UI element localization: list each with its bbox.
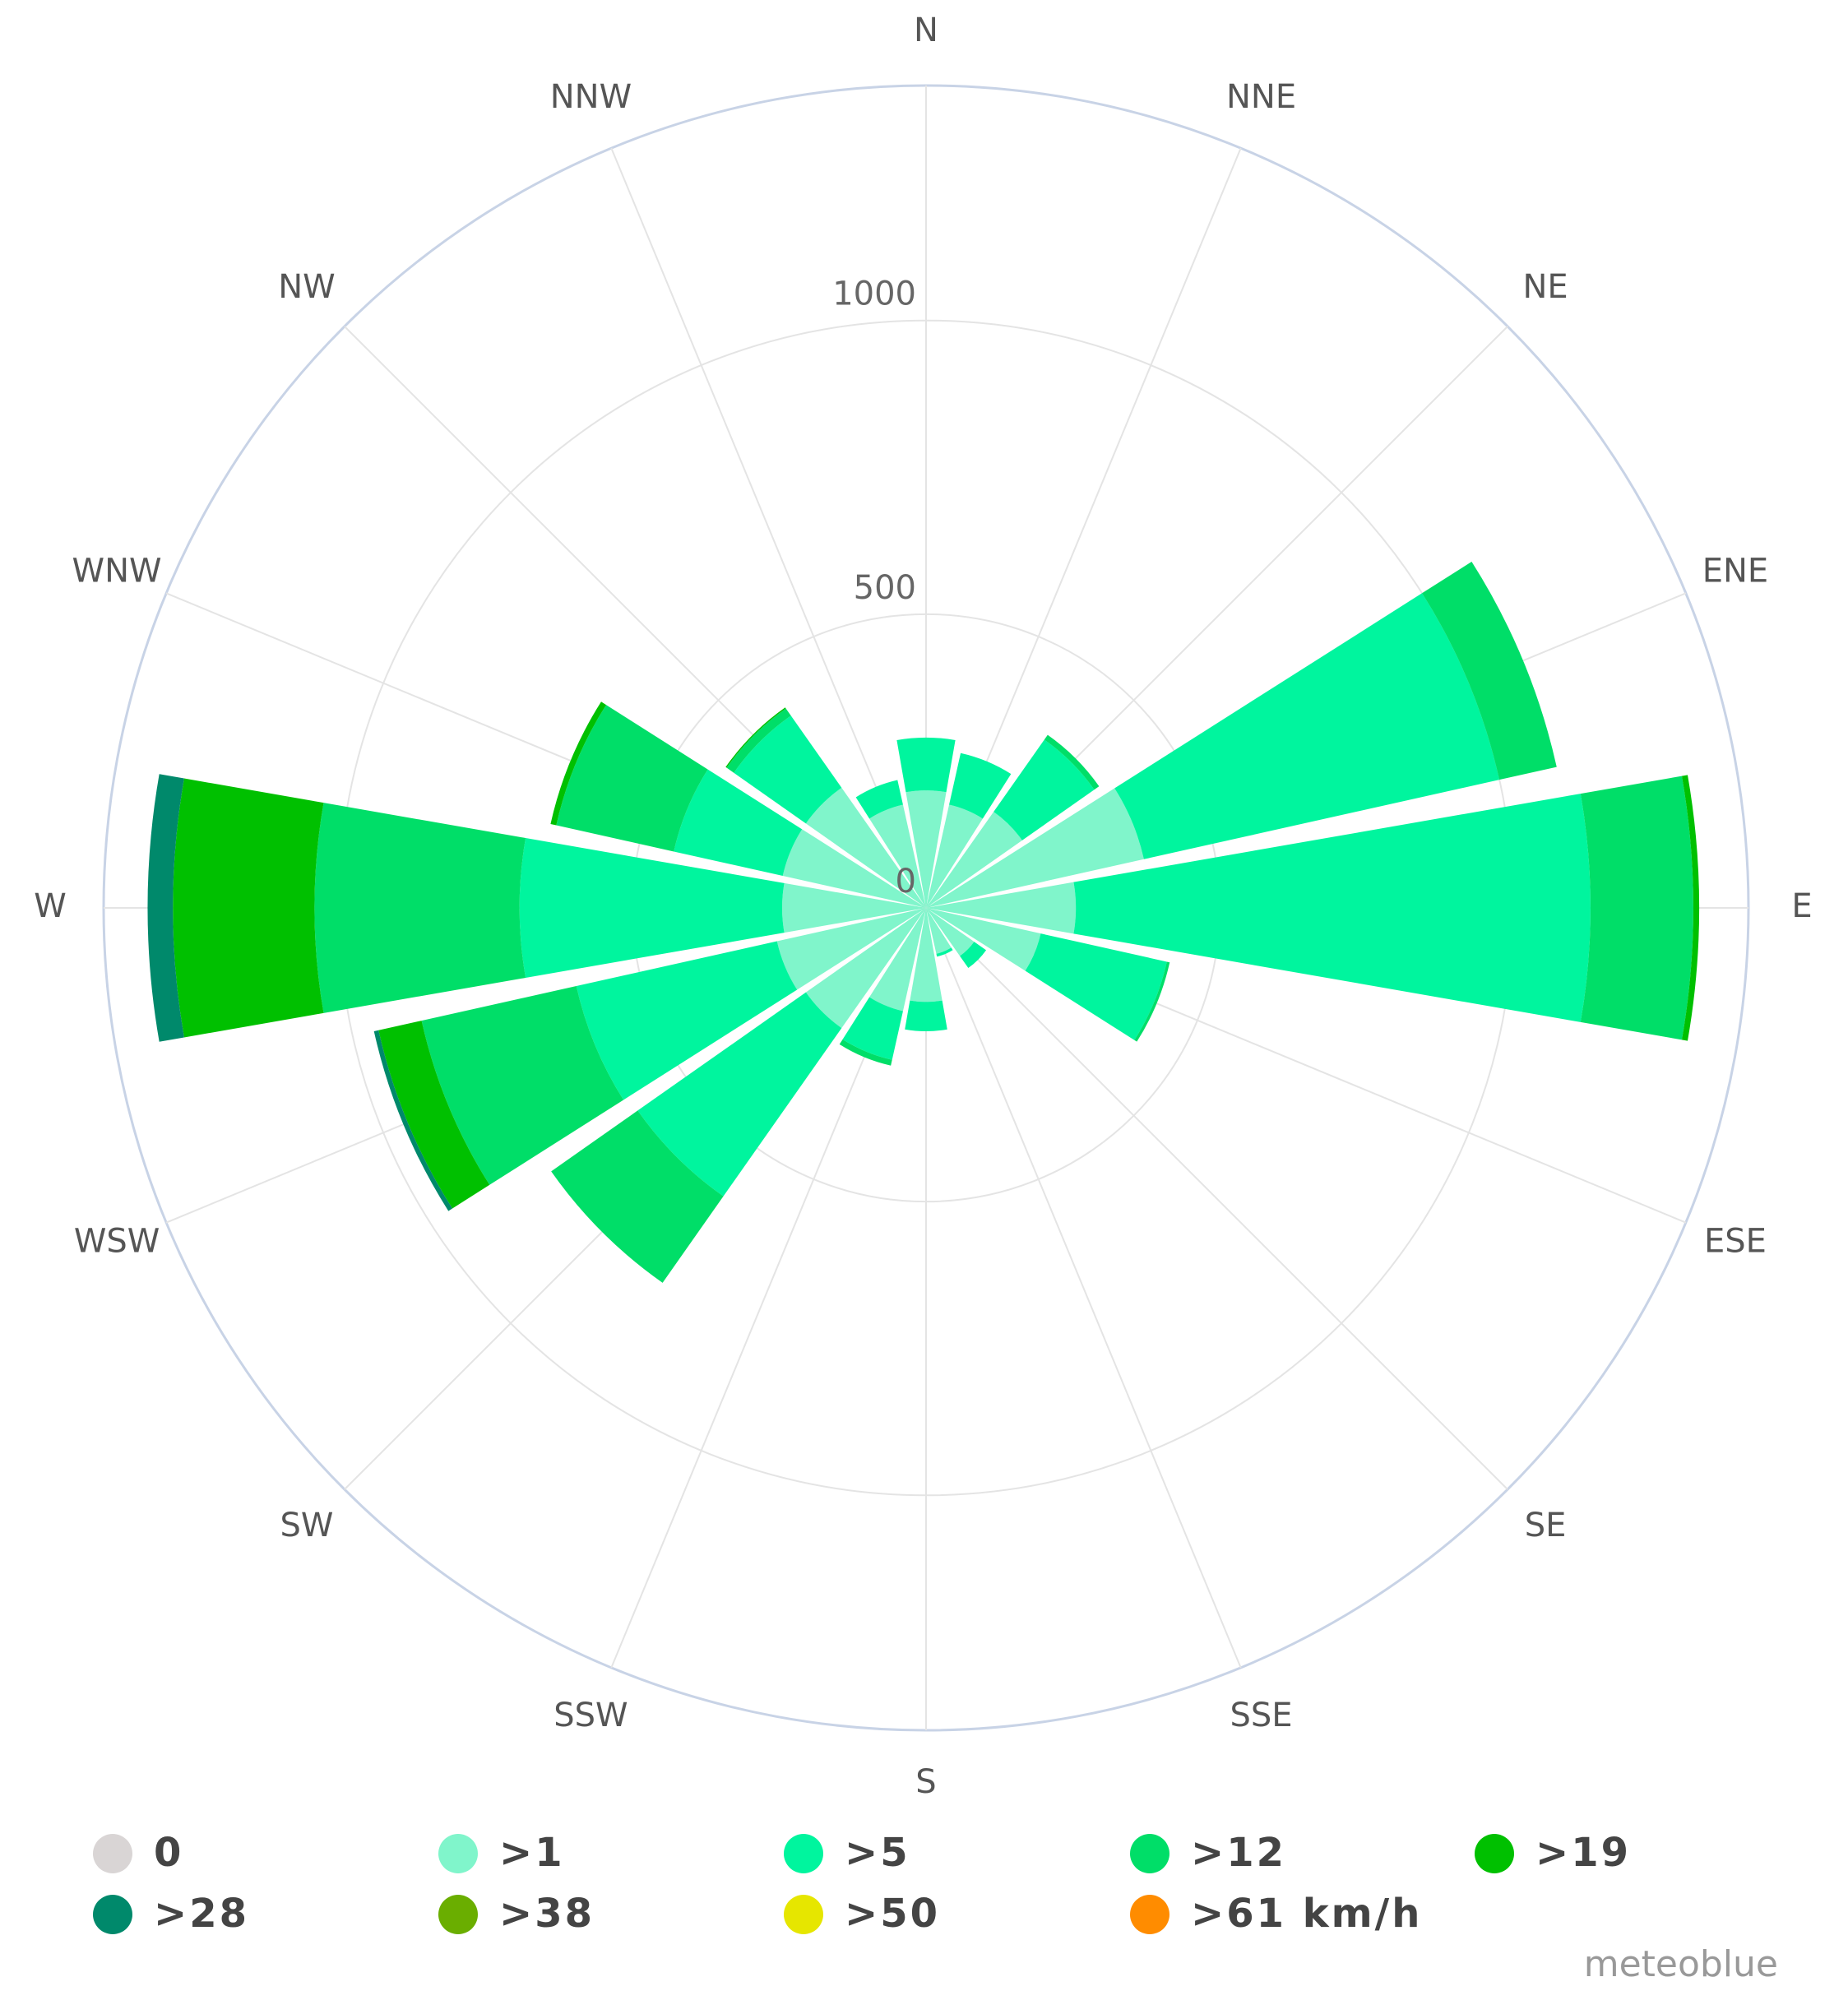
direction-label: WSW xyxy=(74,1223,160,1261)
wind-segment xyxy=(556,705,708,852)
wind-segment xyxy=(926,908,1041,971)
wind-segment xyxy=(373,1030,453,1211)
wind-segment xyxy=(781,882,926,933)
wind-segment xyxy=(519,838,785,978)
wind-segment xyxy=(993,739,1095,840)
wind-segment xyxy=(855,780,903,819)
direction-label: ESE xyxy=(1704,1223,1767,1261)
labels: N NNE NE ENE E ESE SE SSE S SSW SW WSW W WNW NW NNW 0 500… xyxy=(34,12,1812,1801)
wind-segment xyxy=(1073,794,1591,1022)
spoke xyxy=(925,907,1242,1669)
wind-segment xyxy=(805,908,926,1029)
credit: meteoblue xyxy=(1584,1943,1778,1985)
wind-segment xyxy=(926,908,975,956)
wind-segment xyxy=(926,812,1022,908)
legend-marker xyxy=(1130,1895,1169,1934)
direction-label: NW xyxy=(278,268,335,306)
wind-segment xyxy=(147,774,184,1042)
direction-label: N xyxy=(914,12,938,49)
wind-segment xyxy=(910,908,943,1002)
wind-segment xyxy=(896,737,956,793)
wind-segment xyxy=(839,1039,892,1066)
legend-marker xyxy=(784,1895,823,1934)
wind-segment xyxy=(576,941,798,1100)
wind-segment xyxy=(869,908,926,1012)
wind-segment xyxy=(550,701,607,826)
legend-label: >12 xyxy=(1191,1830,1286,1876)
wind-segment xyxy=(726,708,791,773)
wind-segment xyxy=(1681,775,1699,1041)
wind-segment xyxy=(782,829,926,908)
y-tick-label: 500 xyxy=(854,569,916,607)
wind-segment xyxy=(949,752,1012,819)
legend-label: 0 xyxy=(154,1830,183,1876)
direction-label: SSE xyxy=(1230,1697,1293,1734)
y-tick-label: 1000 xyxy=(832,275,916,313)
wind-segment xyxy=(551,1110,724,1283)
wind-segment xyxy=(805,787,926,908)
legend-marker xyxy=(1475,1834,1514,1873)
direction-label: NNW xyxy=(550,78,632,116)
wind-segment xyxy=(905,790,947,908)
direction-label: NNE xyxy=(1226,78,1296,116)
wind-segment xyxy=(926,788,1144,908)
direction-label: SW xyxy=(280,1507,333,1544)
legend-marker xyxy=(784,1834,823,1873)
direction-label: NE xyxy=(1522,268,1568,306)
wind-segment xyxy=(842,997,903,1060)
wind-segment xyxy=(1422,561,1557,780)
spoke xyxy=(610,147,927,909)
direction-label: SSW xyxy=(553,1697,628,1734)
direction-label: WNW xyxy=(72,552,162,590)
wind-segment xyxy=(926,908,952,954)
legend-label: >5 xyxy=(845,1830,910,1876)
wind-segment xyxy=(936,947,953,957)
legend-marker xyxy=(93,1834,132,1873)
wind-segment xyxy=(421,986,624,1185)
wind-segment xyxy=(734,715,842,824)
legend-label: >28 xyxy=(154,1891,249,1937)
wind-segment xyxy=(173,778,324,1038)
wind-segment xyxy=(1114,593,1500,859)
wind-segment xyxy=(869,804,926,908)
wind-segment xyxy=(314,803,526,1013)
wind-segment xyxy=(1044,734,1100,790)
legend-marker xyxy=(438,1895,478,1934)
direction-label: ENE xyxy=(1702,552,1768,590)
wind-segment xyxy=(637,992,842,1197)
wind-segment xyxy=(926,882,1077,934)
bars xyxy=(147,561,1699,1283)
legend-label: >19 xyxy=(1535,1830,1631,1876)
wind-segment xyxy=(905,1000,947,1031)
direction-label: SE xyxy=(1525,1507,1567,1544)
wind-segment xyxy=(960,942,987,969)
legend-marker xyxy=(1130,1834,1169,1873)
legend-label: >38 xyxy=(499,1891,595,1937)
wind-segment xyxy=(1580,776,1693,1040)
spoke xyxy=(925,907,1508,1490)
direction-label: S xyxy=(915,1763,936,1801)
wind-segment xyxy=(776,908,926,990)
legend-marker xyxy=(438,1834,478,1873)
legend-label: >50 xyxy=(845,1891,940,1937)
wind-segment xyxy=(926,804,983,908)
legend-label: >61 km/h xyxy=(1191,1891,1422,1937)
wind-segment xyxy=(1134,961,1170,1042)
wind-segment xyxy=(378,1021,490,1209)
legend: 0 >1 >5 >12 >19 >28 >38 >50 >61 km/h xyxy=(93,1830,1631,1937)
direction-label: E xyxy=(1791,887,1812,925)
legend-marker xyxy=(93,1895,132,1934)
y-tick-label: 0 xyxy=(896,863,916,901)
wind-segment xyxy=(674,769,803,877)
legend-label: >1 xyxy=(499,1830,565,1876)
wind-segment xyxy=(1025,933,1167,1040)
direction-label: W xyxy=(34,887,67,925)
